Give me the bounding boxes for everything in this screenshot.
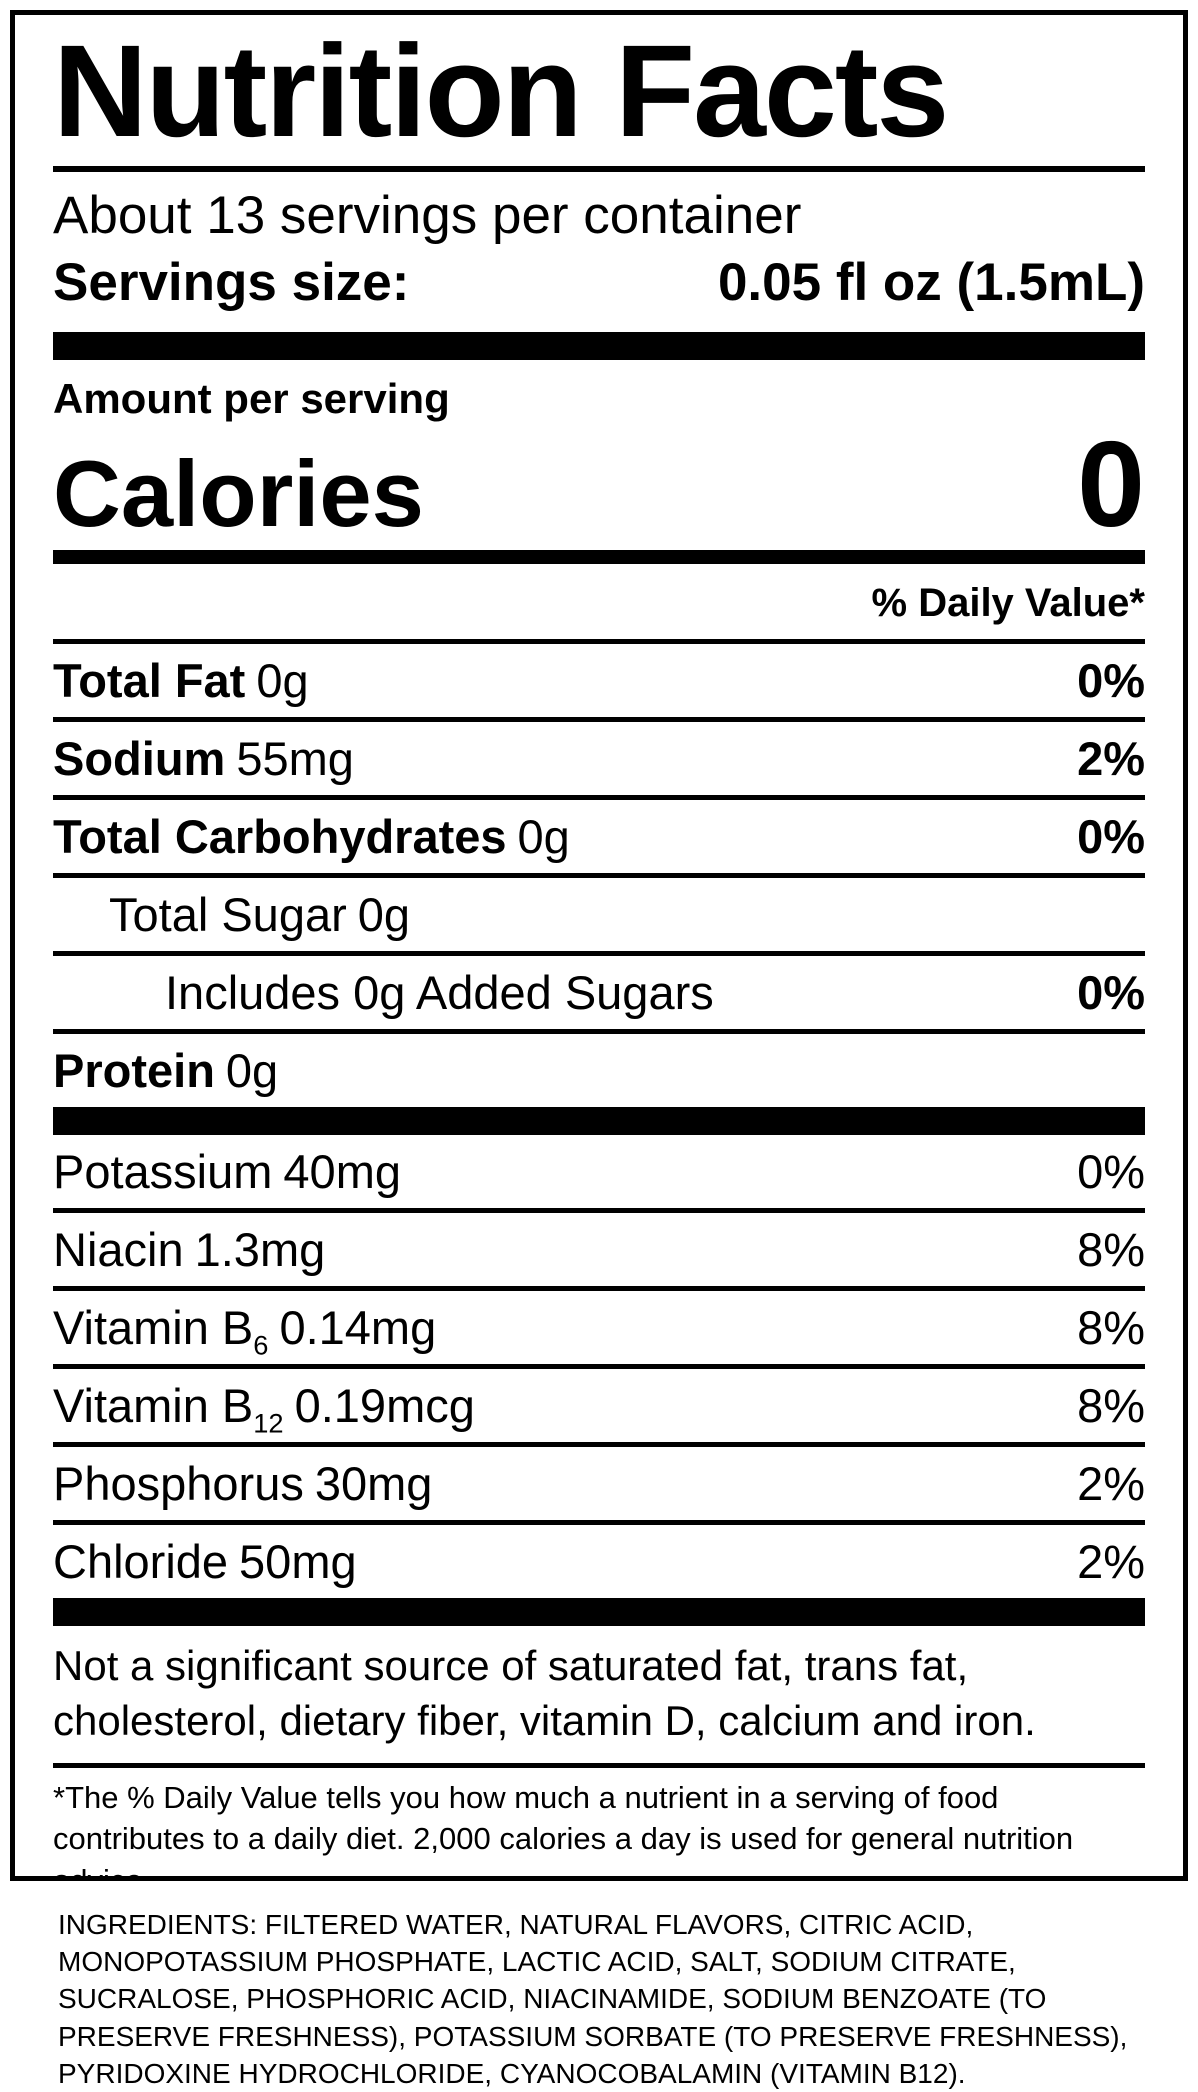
nutrient-name: Includes 0g Added Sugars bbox=[165, 966, 714, 1019]
serving-size-label: Servings size: bbox=[53, 253, 410, 313]
calories-value: 0 bbox=[1077, 415, 1145, 552]
nutrient-row-total-sugar: Total Sugar 0g bbox=[53, 878, 1145, 956]
nutrient-name: Protein 0g bbox=[53, 1044, 279, 1097]
subscript: 12 bbox=[253, 1407, 284, 1439]
servings-per-container: About 13 servings per container bbox=[53, 185, 802, 245]
ingredients-text: INGREDIENTS: FILTERED WATER, NATURAL FLA… bbox=[58, 1909, 1128, 2089]
thick-separator-top bbox=[53, 331, 1145, 360]
nutrient-dv: 8% bbox=[1077, 1223, 1145, 1276]
nutrient-dv: 2% bbox=[1077, 732, 1145, 785]
nutrient-name: Niacin 1.3mg bbox=[53, 1223, 326, 1276]
nutrient-name: Sodium 55mg bbox=[53, 732, 354, 785]
nutrient-dv: 0% bbox=[1077, 966, 1145, 1019]
panel-title: Nutrition Facts bbox=[53, 17, 949, 164]
not-significant-source-text: Not a significant source of saturated fa… bbox=[53, 1626, 1145, 1769]
nutrient-name: Phosphorus 30mg bbox=[53, 1457, 433, 1510]
nutrient-dv: 0% bbox=[1077, 1145, 1145, 1198]
nutrient-row-sodium: Sodium 55mg 2% bbox=[53, 722, 1145, 800]
micronutrient-row-phosphorus: Phosphorus 30mg 2% bbox=[53, 1447, 1145, 1525]
nutrient-row-added-sugars: Includes 0g Added Sugars 0% bbox=[53, 956, 1145, 1034]
daily-value-header: % Daily Value* bbox=[53, 564, 1145, 644]
serving-size-value: 0.05 fl oz (1.5mL) bbox=[717, 253, 1145, 313]
nutrient-name: Chloride 50mg bbox=[53, 1535, 357, 1588]
nutrient-dv: 0% bbox=[1077, 654, 1145, 707]
calories-label: Calories bbox=[53, 440, 424, 546]
nutrient-row-total-fat: Total Fat 0g 0% bbox=[53, 644, 1145, 722]
nutrient-dv: 2% bbox=[1077, 1457, 1145, 1510]
serving-size-row: Servings size: 0.05 fl oz (1.5mL) bbox=[53, 251, 1145, 315]
nutrient-dv: 8% bbox=[1077, 1379, 1145, 1432]
micronutrient-row-vitamin-b12: Vitamin B12 0.19mcg 8% bbox=[53, 1369, 1145, 1447]
micronutrient-row-vitamin-b6: Vitamin B6 0.14mg 8% bbox=[53, 1291, 1145, 1369]
nutrient-dv: 0% bbox=[1077, 810, 1145, 863]
micronutrient-row-potassium: Potassium 40mg 0% bbox=[53, 1135, 1145, 1213]
medium-separator-calories bbox=[53, 550, 1145, 564]
micronutrient-row-chloride: Chloride 50mg 2% bbox=[53, 1525, 1145, 1598]
nutrient-dv: 2% bbox=[1077, 1535, 1145, 1588]
calories-row: Calories 0 bbox=[53, 423, 1145, 546]
nutrient-row-total-carbohydrates: Total Carbohydrates 0g 0% bbox=[53, 800, 1145, 878]
subscript: 6 bbox=[253, 1329, 269, 1361]
thick-separator-middle bbox=[53, 1107, 1145, 1135]
nutrient-name: Vitamin B12 0.19mcg bbox=[53, 1379, 475, 1439]
thick-separator-bottom bbox=[53, 1598, 1145, 1626]
nutrition-facts-panel: Nutrition Facts About 13 servings per co… bbox=[10, 10, 1188, 1881]
nutrient-name: Total Fat 0g bbox=[53, 654, 309, 707]
nutrient-dv: 8% bbox=[1077, 1301, 1145, 1354]
nutrient-name: Total Sugar 0g bbox=[109, 888, 411, 941]
nutrient-name: Vitamin B6 0.14mg bbox=[53, 1301, 437, 1361]
micronutrient-row-niacin: Niacin 1.3mg 8% bbox=[53, 1213, 1145, 1291]
nutrient-row-protein: Protein 0g bbox=[53, 1034, 1145, 1107]
daily-value-footnote: *The % Daily Value tells you how much a … bbox=[53, 1780, 1074, 1881]
nutrient-name: Total Carbohydrates 0g bbox=[53, 810, 570, 863]
nutrient-name: Potassium 40mg bbox=[53, 1145, 401, 1198]
title-divider bbox=[53, 165, 1145, 172]
amount-per-serving-label: Amount per serving bbox=[53, 374, 450, 422]
